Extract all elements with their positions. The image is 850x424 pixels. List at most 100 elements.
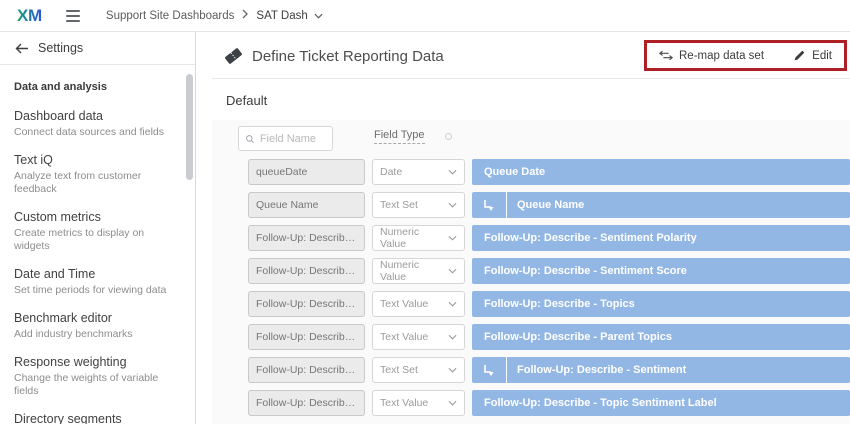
nav-item-desc: Change the weights of variable fields [14, 372, 159, 397]
field-type-value: Numeric Value [380, 259, 420, 283]
nav-item-title: Benchmark editor [14, 311, 112, 325]
field-type-select[interactable]: Text Value [372, 291, 465, 317]
field-type-select[interactable]: Text Value [372, 390, 465, 416]
nav-item-title: Text iQ [14, 153, 53, 167]
back-arrow-icon [15, 43, 28, 53]
mapped-field-bar[interactable]: Follow-Up: Describe - Sentiment Polarity [472, 225, 850, 251]
field-name-input[interactable]: Follow-Up: Describe - ... [248, 258, 365, 284]
mapped-field-bar[interactable]: Follow-Up: Describe - Sentiment Score [472, 258, 850, 284]
chevron-down-icon [448, 400, 457, 406]
field-name-input[interactable]: Follow-Up: Describe - ... [248, 324, 365, 350]
mapped-field-label: Follow-Up: Describe - Sentiment [517, 364, 687, 376]
mapped-field-bar[interactable]: Queue Name [472, 192, 850, 218]
field-type-value: Text Value [380, 397, 429, 409]
nav-item-title: Custom metrics [14, 210, 101, 224]
mapped-field-bar[interactable]: Queue Date [472, 159, 850, 185]
breadcrumb-current[interactable]: SAT Dash [256, 9, 323, 22]
nav-item-desc: Create metrics to display on widgets [14, 227, 145, 252]
sidebar-item-benchmark-editor[interactable]: Benchmark editor Add industry benchmarks [14, 311, 181, 341]
field-rows: queueDate Date Queue Date Queue Name Tex… [248, 159, 850, 423]
field-type-value: Numeric Value [380, 226, 420, 250]
field-type-select[interactable]: Date [372, 159, 465, 185]
sidebar-section-header: Data and analysis [14, 81, 107, 93]
sidebar-scrollbar[interactable] [186, 74, 193, 180]
edit-label: Edit [812, 49, 832, 62]
remap-label: Re-map data set [679, 49, 765, 62]
mapped-field-bar[interactable]: Follow-Up: Describe - Parent Topics [472, 324, 850, 350]
sidebar-item-text-iq[interactable]: Text iQ Analyze text from customer feedb… [14, 153, 181, 196]
field-name-input[interactable]: queueDate [248, 159, 365, 185]
field-type-select[interactable]: Text Set [372, 192, 465, 218]
mapped-field-bar[interactable]: Follow-Up: Describe - Topic Sentiment La… [472, 390, 850, 416]
pencil-icon [794, 50, 805, 61]
field-name-search[interactable] [238, 126, 333, 151]
breadcrumb-current-label: SAT Dash [256, 9, 308, 22]
mapped-field-label: Follow-Up: Describe - Topic Sentiment La… [484, 397, 717, 409]
sidebar-item-custom-metrics[interactable]: Custom metrics Create metrics to display… [14, 210, 181, 253]
mapped-field-label: Queue Name [517, 199, 585, 211]
field-type-value: Text Set [380, 364, 418, 376]
mapped-field-label: Follow-Up: Describe - Parent Topics [484, 331, 673, 343]
field-row: Follow-Up: Describe - ... Text Set Follo… [248, 357, 850, 383]
field-row: Follow-Up: Describe - ... Numeric Value … [248, 258, 850, 284]
edit-button[interactable]: Edit [793, 49, 832, 62]
nav-item-title: Response weighting [14, 355, 127, 369]
field-type-select[interactable]: Text Value [372, 324, 465, 350]
main-content: Define Ticket Reporting Data Re-map data… [196, 32, 850, 424]
field-row: Follow-Up: Describe - T... Text Value Fo… [248, 291, 850, 317]
field-name-input[interactable]: Follow-Up: Describe - T... [248, 291, 365, 317]
nav-item-desc: Analyze text from customer feedback [14, 170, 142, 195]
field-name-input[interactable]: Follow-Up: Describe - ... [248, 225, 365, 251]
top-bar: XM Support Site Dashboards SAT Dash [0, 0, 850, 32]
back-to-settings[interactable]: Settings [0, 32, 195, 65]
field-name-input[interactable]: Follow-Up: Describe - T... [248, 390, 365, 416]
header-divider [212, 78, 850, 79]
chevron-down-icon [448, 334, 457, 340]
settings-sidebar: Settings Data and analysis Dashboard dat… [0, 32, 196, 424]
remap-data-set-button[interactable]: Re-map data set [659, 50, 764, 62]
mapped-field-label: Follow-Up: Describe - Topics [484, 298, 635, 310]
hamburger-menu-icon[interactable] [64, 7, 82, 25]
subfield-arrow-icon [472, 192, 506, 218]
field-type-select[interactable]: Numeric Value [372, 225, 465, 251]
subfield-arrow-icon [472, 357, 506, 383]
sidebar-item-response-weighting[interactable]: Response weighting Change the weights of… [14, 355, 181, 398]
sidebar-item-directory-segments[interactable]: Directory segments Connect responses wit… [14, 412, 181, 424]
field-row: Queue Name Text Set Queue Name [248, 192, 850, 218]
nav-item-desc: Set time periods for viewing data [14, 284, 167, 296]
field-type-column-header[interactable]: Field Type [374, 129, 425, 144]
swap-arrows-icon [659, 50, 673, 61]
mapped-field-bar[interactable]: Follow-Up: Describe - Sentiment [472, 357, 850, 383]
search-icon [246, 134, 254, 143]
mapped-field-label: Queue Date [484, 166, 546, 178]
chevron-down-icon [448, 268, 457, 274]
field-row: Follow-Up: Describe - T... Text Value Fo… [248, 390, 850, 416]
sidebar-title: Settings [38, 41, 84, 55]
bar-separator [506, 192, 507, 218]
field-type-value: Text Set [380, 199, 418, 211]
field-type-value: Text Value [380, 331, 429, 343]
xm-logo[interactable]: XM [17, 5, 42, 25]
bar-separator [506, 357, 507, 383]
sidebar-item-date-and-time[interactable]: Date and Time Set time periods for viewi… [14, 267, 181, 297]
data-set-section-label: Default [226, 93, 268, 108]
field-type-value: Date [380, 166, 403, 178]
chevron-down-icon [448, 202, 457, 208]
field-type-select[interactable]: Numeric Value [372, 258, 465, 284]
nav-item-title: Dashboard data [14, 109, 103, 123]
mapped-field-label: Follow-Up: Describe - Sentiment Polarity [484, 232, 697, 244]
sort-indicator-icon [445, 133, 452, 140]
search-input[interactable] [259, 132, 326, 145]
chevron-down-icon [448, 235, 457, 241]
field-row: Follow-Up: Describe - ... Numeric Value … [248, 225, 850, 251]
field-type-select[interactable]: Text Set [372, 357, 465, 383]
nav-item-title: Date and Time [14, 267, 96, 281]
sidebar-item-dashboard-data[interactable]: Dashboard data Connect data sources and … [14, 109, 181, 139]
breadcrumb: Support Site Dashboards SAT Dash [106, 9, 323, 22]
field-name-input[interactable]: Queue Name [248, 192, 365, 218]
breadcrumb-parent[interactable]: Support Site Dashboards [105, 9, 235, 22]
mapped-field-bar[interactable]: Follow-Up: Describe - Topics [472, 291, 850, 317]
mapped-field-label: Follow-Up: Describe - Sentiment Score [484, 265, 687, 277]
field-name-input[interactable]: Follow-Up: Describe - ... [248, 357, 365, 383]
nav-item-desc: Connect data sources and fields [14, 126, 165, 138]
